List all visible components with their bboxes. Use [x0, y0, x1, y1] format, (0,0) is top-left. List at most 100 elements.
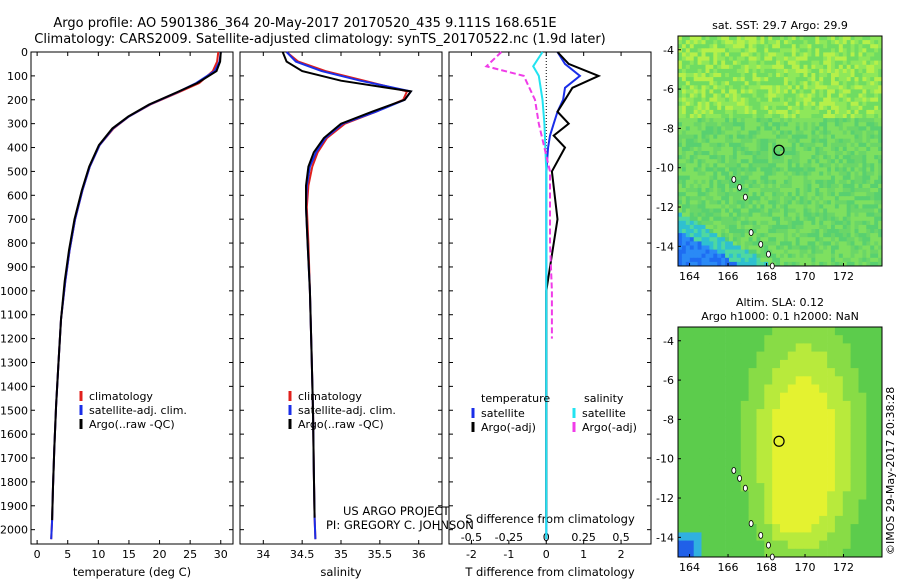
map-cell: [834, 118, 840, 123]
map-cell: [709, 175, 714, 181]
map-cell: [874, 491, 883, 500]
map-cell: [838, 204, 844, 209]
map-cell: [681, 81, 687, 86]
map-cell: [756, 257, 761, 263]
map-cell: [725, 224, 730, 230]
map-cell: [795, 118, 800, 123]
map-cell: [764, 499, 773, 509]
map-cell: [764, 458, 773, 467]
map-cell: [709, 77, 714, 82]
map-cell: [874, 524, 883, 533]
x-tick-label: -1: [503, 548, 514, 561]
map-cell: [776, 93, 781, 98]
map-cell: [811, 335, 820, 344]
map-cell: [811, 77, 816, 82]
map-cell: [756, 60, 761, 66]
map-cell: [697, 179, 702, 185]
map-cell: [772, 532, 781, 541]
map-cell: [780, 44, 785, 49]
map-cell: [834, 442, 844, 451]
map-cell: [795, 548, 804, 558]
map-cell: [850, 73, 855, 78]
map-cell: [866, 155, 871, 160]
map-cell: [842, 163, 848, 168]
map-cell: [776, 134, 781, 140]
map-cell: [717, 179, 722, 185]
map-cell: [756, 499, 765, 509]
map-cell: [772, 73, 777, 78]
map-cell: [791, 261, 797, 267]
map-cell: [850, 64, 855, 70]
map-cell: [740, 188, 746, 193]
map-cell: [858, 155, 863, 160]
map-cell: [783, 89, 789, 94]
map-cell: [693, 257, 698, 263]
map-cell: [685, 85, 691, 90]
map-cell: [878, 188, 883, 193]
map-cell: [807, 233, 812, 238]
map-cell: [870, 97, 875, 103]
map-cell: [791, 89, 797, 94]
map-cell: [866, 233, 871, 238]
map-cell: [858, 188, 863, 193]
map-cell: [701, 138, 706, 144]
map-cell: [768, 77, 773, 82]
map-cell: [732, 130, 738, 135]
map-cell: [756, 151, 761, 156]
map-cell: [689, 188, 695, 193]
map-cell: [740, 134, 746, 140]
map-cell: [748, 466, 757, 476]
map-cell: [783, 224, 789, 230]
map-cell: [866, 400, 875, 410]
map-cell: [838, 130, 844, 135]
map-cell: [709, 384, 718, 394]
map-cell: [744, 224, 749, 230]
map-cell: [791, 167, 797, 172]
map-cell: [874, 409, 883, 418]
map-cell: [842, 241, 848, 246]
map-cell: [854, 192, 859, 197]
map-cell: [846, 249, 851, 255]
legend-label: climatology: [89, 390, 153, 403]
map-cell: [831, 216, 836, 222]
map-cell: [748, 359, 757, 369]
map-cell: [685, 126, 691, 131]
map-cell: [717, 241, 722, 246]
map-cell: [689, 118, 695, 123]
map-cell: [831, 142, 836, 148]
map-cell: [834, 548, 844, 558]
map-cell: [791, 40, 797, 45]
map-cell: [878, 73, 883, 78]
island-outline: [769, 262, 775, 270]
map-cell: [862, 97, 867, 103]
map-cell: [689, 134, 695, 140]
map-x-tick-label: 170: [795, 270, 816, 283]
map-cell: [756, 109, 761, 115]
map-cell: [807, 208, 812, 213]
map-cell: [748, 60, 753, 66]
map-cell: [756, 122, 761, 127]
map-cell: [713, 52, 718, 57]
map-cell: [756, 368, 765, 377]
map-cell: [795, 183, 800, 189]
map-cell: [685, 335, 694, 344]
map-cell: [799, 188, 804, 193]
map-cell: [878, 151, 883, 156]
map-cell: [697, 237, 702, 242]
map-cell: [870, 212, 875, 218]
map-cell: [831, 64, 836, 70]
map-cell: [725, 142, 730, 148]
map-cell: [811, 376, 820, 385]
map-cell: [842, 425, 851, 435]
map-cell: [729, 220, 734, 226]
map-cell: [803, 499, 812, 509]
map-cell: [713, 118, 718, 123]
map-cell: [803, 85, 808, 90]
map-cell: [744, 40, 749, 45]
map-cell: [756, 417, 765, 426]
map-cell: [795, 216, 800, 222]
map-cell: [874, 163, 879, 168]
map-cell: [827, 192, 832, 197]
map-cell: [717, 138, 722, 144]
map-cell: [815, 167, 820, 172]
